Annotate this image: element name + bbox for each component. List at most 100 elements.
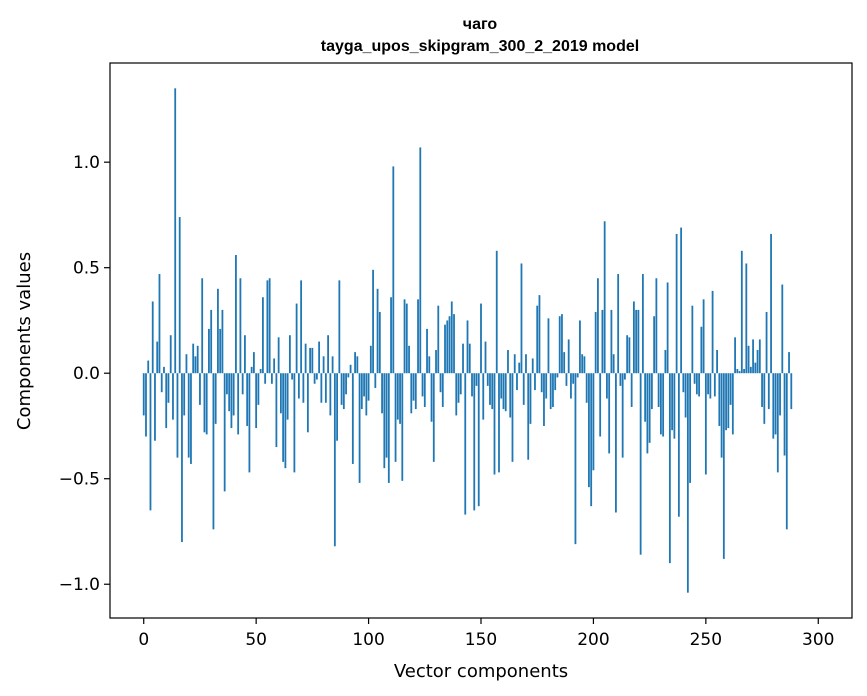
- bar: [273, 358, 276, 374]
- bar: [405, 303, 408, 374]
- bar: [264, 373, 267, 384]
- bar: [635, 309, 638, 374]
- bar: [466, 320, 469, 374]
- bar: [199, 373, 201, 405]
- bar: [192, 343, 195, 374]
- bar: [223, 373, 226, 492]
- bar: [574, 373, 577, 545]
- bar: [253, 352, 255, 374]
- bar: [767, 373, 770, 410]
- bar: [655, 278, 658, 374]
- bar: [282, 373, 285, 462]
- bar: [340, 373, 343, 405]
- bar: [235, 255, 237, 374]
- bar: [594, 312, 597, 374]
- bar: [237, 373, 240, 435]
- bar: [644, 373, 647, 422]
- bar: [561, 314, 563, 374]
- bar: [659, 373, 662, 435]
- bar: [385, 373, 388, 458]
- x-axis-label: Vector components: [394, 661, 568, 682]
- y-tick-label: −1.0: [59, 575, 100, 595]
- bar: [686, 373, 689, 593]
- bar: [450, 301, 453, 374]
- bar: [172, 373, 174, 420]
- bar: [702, 299, 705, 374]
- chart-title: чаго: [463, 16, 498, 33]
- bar: [210, 309, 213, 374]
- bar: [455, 373, 458, 416]
- bar: [630, 373, 633, 407]
- bar: [439, 373, 442, 393]
- y-tick-label: 1.0: [73, 153, 100, 173]
- bar: [360, 373, 363, 410]
- bar: [615, 373, 617, 513]
- bar: [279, 373, 282, 414]
- bar: [664, 350, 667, 374]
- bar: [720, 373, 723, 458]
- bar: [691, 305, 694, 374]
- bar: [749, 366, 752, 374]
- bar: [612, 354, 615, 374]
- bar: [583, 356, 586, 374]
- bar: [250, 366, 253, 374]
- bar: [322, 356, 325, 374]
- bar: [725, 373, 727, 431]
- bar: [610, 309, 613, 374]
- bar: [163, 366, 165, 374]
- bar: [365, 373, 368, 416]
- bar: [516, 373, 518, 391]
- bar: [324, 373, 327, 403]
- x-tick-label: 200: [577, 630, 609, 650]
- bar: [592, 373, 595, 471]
- bar: [493, 373, 496, 475]
- y-tick-label: 0.0: [73, 364, 100, 384]
- bar: [300, 280, 303, 374]
- bar: [181, 373, 183, 543]
- bar: [601, 309, 604, 374]
- bar: [444, 324, 446, 374]
- bar: [160, 373, 163, 393]
- bar: [788, 352, 790, 374]
- bar: [336, 373, 338, 441]
- bar: [255, 373, 258, 429]
- bar: [291, 373, 294, 380]
- bar: [500, 373, 503, 399]
- bar: [246, 373, 249, 426]
- bar: [758, 339, 761, 374]
- bar: [662, 373, 665, 437]
- bar: [309, 347, 312, 374]
- bar: [570, 373, 572, 399]
- bar: [700, 326, 703, 374]
- bar: [201, 278, 204, 374]
- x-axis-ticks: 0 50 100 150 200 250 300: [138, 618, 834, 650]
- bar: [399, 373, 401, 424]
- bar: [338, 280, 341, 374]
- y-axis-ticks: −1.0 −0.5 0.0 0.5 1.0: [59, 153, 110, 595]
- bar: [257, 373, 260, 405]
- bar: [558, 316, 561, 374]
- bar: [410, 373, 413, 414]
- bar: [383, 373, 386, 469]
- bar: [277, 337, 280, 374]
- bar: [394, 373, 397, 462]
- x-tick-label: 150: [465, 630, 497, 650]
- bar: [628, 337, 631, 374]
- bar: [392, 166, 395, 374]
- bar: [376, 288, 379, 374]
- bar: [779, 373, 781, 416]
- bar: [736, 368, 739, 374]
- y-axis-label: Components values: [14, 252, 35, 430]
- bar: [302, 373, 305, 403]
- bar: [572, 373, 575, 384]
- bar: [367, 373, 370, 401]
- bar: [228, 373, 231, 412]
- bar: [432, 373, 435, 462]
- bar: [695, 373, 698, 395]
- bar: [441, 373, 444, 407]
- bar: [588, 373, 590, 488]
- bar: [477, 373, 480, 507]
- bar: [462, 343, 464, 374]
- bar: [718, 373, 721, 426]
- bar: [232, 373, 235, 416]
